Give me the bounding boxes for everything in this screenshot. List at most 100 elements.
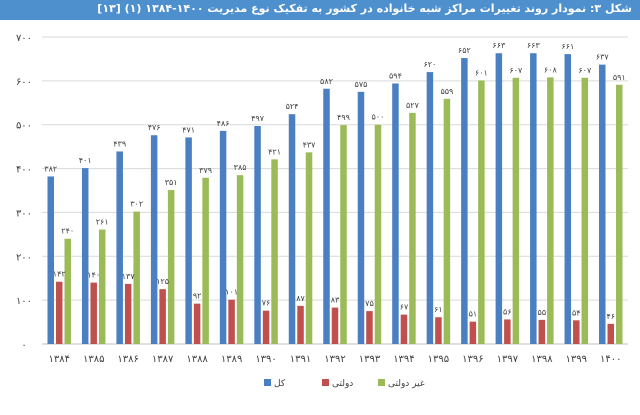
data-label: ۶۶۱ (561, 42, 574, 51)
bar (512, 77, 520, 344)
y-tick-label: ۲۰۰ (16, 252, 32, 263)
data-label: ۵۴ (572, 308, 581, 317)
y-tick-label: ۳۰۰ (16, 208, 32, 219)
data-label: ۶۰۱ (475, 68, 488, 77)
data-label: ۶۳۷ (596, 53, 610, 62)
bar (236, 175, 244, 344)
bar (366, 311, 373, 344)
data-label: ۹۲ (193, 292, 202, 301)
data-label: ۵۰۰ (372, 113, 385, 122)
data-label: ۵۸۲ (320, 77, 333, 86)
bar (305, 152, 313, 344)
bars (47, 53, 623, 345)
bar (219, 130, 227, 344)
bar (504, 319, 511, 344)
data-label: ۵۱ (469, 310, 478, 319)
data-label: ۴۸۶ (217, 119, 230, 128)
bar (564, 54, 572, 345)
x-tick-label: ۱۳۸۷ (152, 354, 174, 365)
data-label: ۳۸۵ (234, 163, 247, 172)
data-label: ۳۰۲ (130, 200, 143, 209)
legend-label: غیر دولتی (388, 379, 425, 389)
y-tick-label: ۶۰۰ (16, 77, 32, 88)
data-label: ۶۰۸ (544, 65, 558, 74)
data-label: ۶۱ (434, 305, 443, 314)
data-label: ۱۰۱ (225, 288, 238, 297)
data-label: ۱۲۵ (156, 277, 169, 286)
bar (262, 310, 270, 344)
data-label: ۴۳۹ (113, 139, 126, 148)
x-tick-label: ۱۳۹۴ (393, 354, 414, 365)
bar (297, 305, 304, 344)
bar (202, 177, 209, 344)
bar (469, 321, 477, 344)
legend-label: کل (274, 379, 286, 389)
x-tick-label: ۱۳۸۶ (117, 354, 138, 365)
data-label: ۴۷۶ (148, 123, 161, 132)
legend-label: دولتی (332, 379, 353, 389)
data-label: ۴۳۷ (303, 140, 317, 149)
x-tick-label: ۱۴۰۰ (600, 354, 621, 365)
y-tick-label: ۴۰۰ (16, 165, 32, 176)
data-label: ۵۹۴ (389, 71, 402, 80)
x-tick-label: ۱۳۸۵ (83, 354, 104, 365)
x-axis: ۱۳۸۴ ۱۳۸۵ ۱۳۸۶ ۱۳۸۷ ۱۳۸۸ ۱۳۸۹ ۱۳۹۰ ۱۳۹۱ ۱۳۹۲ ۱۳۹۳… (48, 354, 621, 365)
bar (435, 317, 442, 344)
data-label: ۸۷ (296, 294, 305, 303)
data-label: ۶۲۰ (423, 60, 436, 69)
legend-swatch (322, 379, 329, 386)
bar (47, 176, 54, 344)
bar (374, 124, 382, 344)
legend: کل دولتی غیر دولتی (264, 379, 425, 389)
bar (133, 211, 140, 344)
y-tick-label: ۰ (21, 340, 26, 351)
y-tick-label: ۷۰۰ (16, 33, 32, 44)
x-tick-label: ۱۳۸۹ (221, 354, 242, 365)
x-tick-label: ۱۳۹۹ (566, 354, 587, 365)
bar (426, 72, 434, 344)
title-bar: شکل ۳: نمودار روند تغییرات مراکز شبه خان… (0, 0, 640, 20)
data-label: ۶۷ (400, 303, 409, 312)
x-tick-label: ۱۳۹۶ (462, 354, 483, 365)
bar (443, 98, 451, 345)
bar (124, 283, 132, 344)
data-label: ۵۶ (503, 307, 512, 316)
legend-swatch (378, 379, 385, 386)
data-labels: ۳۸۲ ۱۴۲ ۲۴۰ ۴۰۱ ۱۴۰ ۲۶۱ ۴۳۹ ۱۳۷ ۳۰۲ ۴۷۶ ۱۲۵ ۳۵۱ ۴۷۱ ۹… (44, 41, 625, 321)
data-label: ۳۷۹ (199, 166, 212, 175)
bar (98, 229, 106, 344)
data-label: ۷۵ (365, 299, 374, 308)
data-label: ۵۵ (538, 308, 547, 317)
bar (271, 159, 278, 344)
data-label: ۴۰۱ (79, 156, 92, 165)
bar (81, 168, 89, 344)
data-label: ۵۲۴ (286, 102, 299, 111)
bar (409, 112, 416, 344)
bar (400, 314, 408, 344)
bar (616, 84, 623, 344)
bar (530, 53, 537, 344)
data-label: ۶۶۳ (492, 41, 506, 50)
bar (331, 307, 339, 344)
bar (55, 281, 63, 344)
data-label: ۴۹۹ (337, 113, 350, 122)
y-tick-label: ۱۰۰ (16, 296, 32, 307)
data-label: ۱۴۲ (53, 270, 66, 279)
data-label: ۳۸۲ (44, 164, 57, 173)
data-label: ۴۶ (606, 312, 615, 321)
bar (357, 91, 365, 344)
bar (573, 320, 580, 344)
x-tick-label: ۱۳۸۸ (186, 354, 208, 365)
bar (193, 303, 201, 344)
bar (185, 137, 192, 344)
data-label: ۲۶۱ (96, 218, 109, 227)
bar (607, 323, 615, 344)
bar (150, 135, 158, 344)
data-label: ۵۵۹ (440, 87, 453, 96)
bar (288, 114, 296, 344)
bar (167, 190, 175, 344)
data-label: ۵۷۵ (355, 80, 368, 89)
bar (228, 299, 235, 344)
data-label: ۱۴۰ (87, 271, 100, 280)
bar (599, 64, 606, 344)
